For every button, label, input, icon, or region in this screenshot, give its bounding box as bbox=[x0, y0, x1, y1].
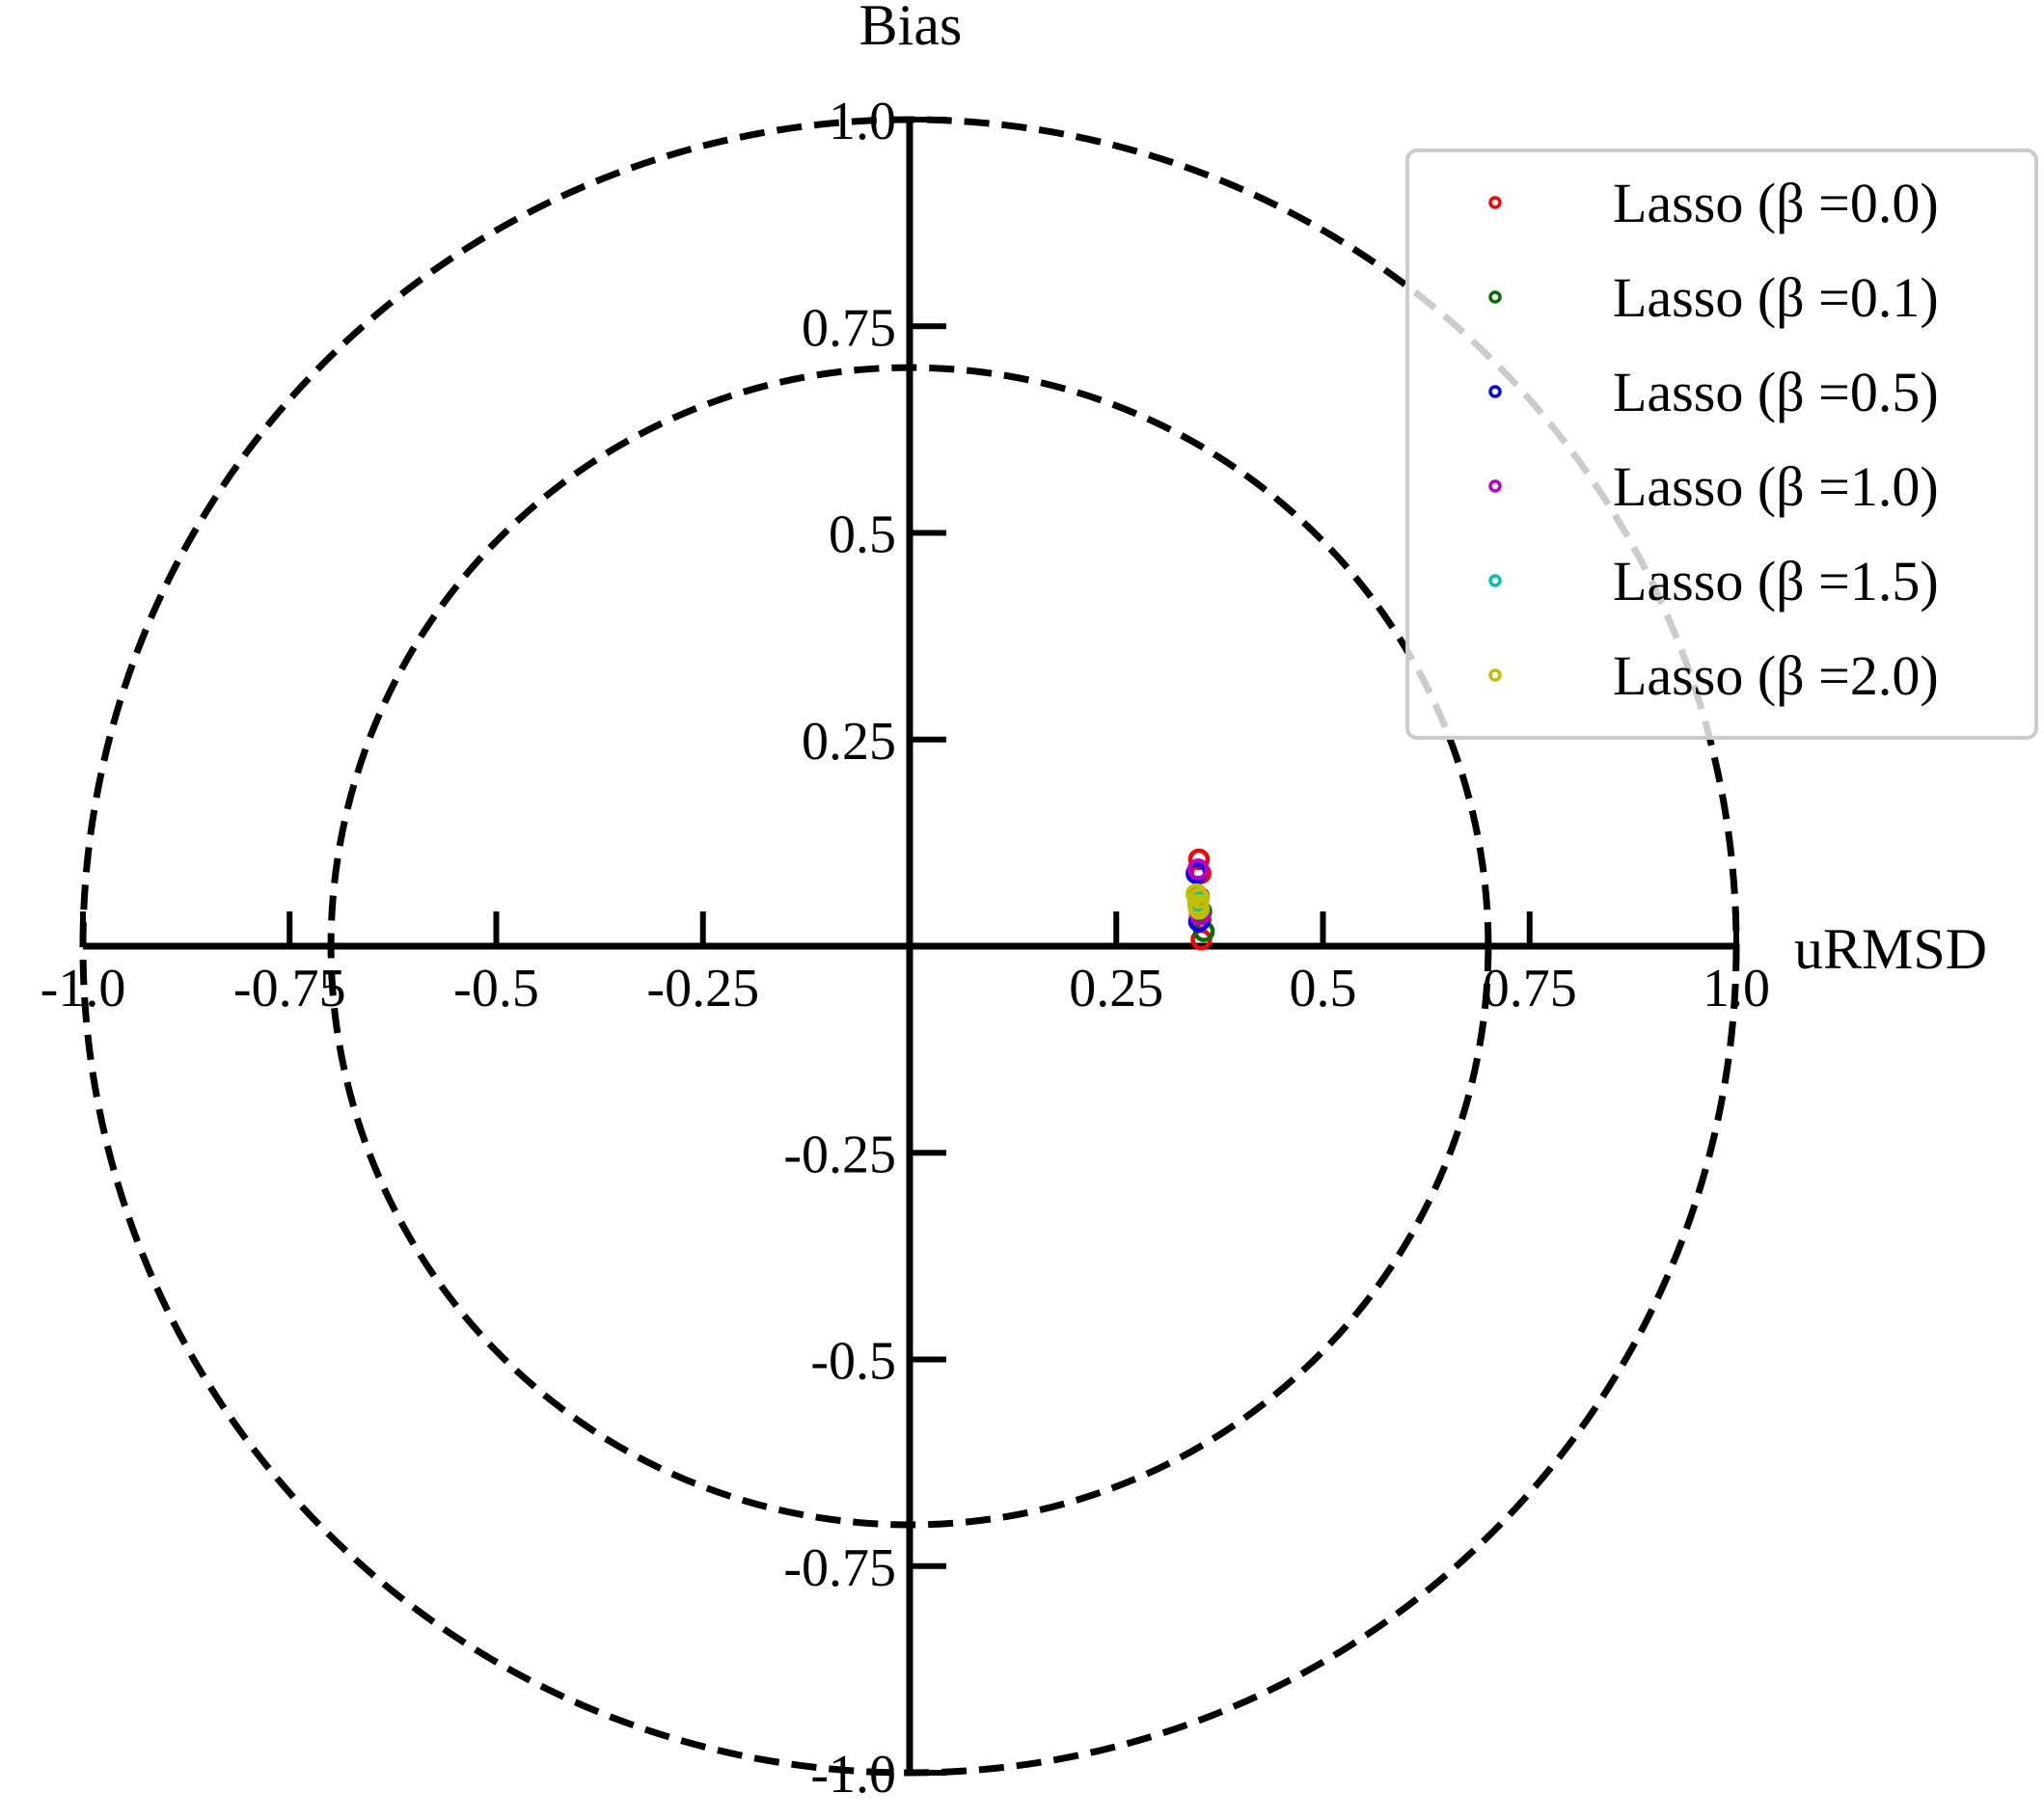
y-tick-label: 0.75 bbox=[802, 298, 896, 358]
x-tick-label: 1.0 bbox=[1703, 959, 1770, 1019]
legend-marker bbox=[1488, 385, 1502, 398]
legend-marker bbox=[1488, 479, 1502, 493]
legend: Lasso (β =0.0) Lasso (β =0.1) Lasso (β =0.… bbox=[1405, 149, 2038, 740]
y-tick-label: 0.5 bbox=[829, 505, 896, 565]
data-point bbox=[1187, 898, 1211, 920]
x-tick-label: 0.5 bbox=[1290, 959, 1357, 1019]
legend-label: Lasso (β =0.5) bbox=[1613, 361, 1939, 423]
x-axis-label: uRMSD bbox=[1794, 917, 1987, 981]
legend-label: Lasso (β =1.5) bbox=[1613, 550, 1939, 612]
x-tick-label: -0.25 bbox=[646, 959, 759, 1019]
x-tick-label: 0.75 bbox=[1483, 959, 1577, 1019]
x-tick-label: -1.0 bbox=[41, 959, 126, 1019]
legend-label: Lasso (β =1.0) bbox=[1613, 455, 1939, 518]
legend-marker bbox=[1488, 574, 1502, 587]
data-point bbox=[1187, 848, 1211, 871]
y-ticks: 1.0 0.75 0.5 0.25 -0.25 -0.5 -0.75 -1.0 bbox=[783, 92, 946, 1805]
y-tick-label: -0.25 bbox=[783, 1125, 896, 1184]
y-tick-label: 0.25 bbox=[802, 712, 896, 772]
y-tick-label: 1.0 bbox=[829, 92, 896, 151]
data-points bbox=[1186, 848, 1215, 951]
legend-marker bbox=[1488, 290, 1502, 304]
y-tick-label: -1.0 bbox=[810, 1745, 896, 1805]
x-tick-label: -0.75 bbox=[233, 959, 346, 1019]
x-tick-label: -0.5 bbox=[453, 959, 539, 1019]
legend-label: Lasso (β =2.0) bbox=[1613, 644, 1939, 707]
legend-marker bbox=[1488, 196, 1502, 209]
axes bbox=[83, 120, 1736, 1773]
x-tick-label: 0.25 bbox=[1069, 959, 1163, 1019]
legend-label: Lasso (β =0.1) bbox=[1613, 266, 1939, 329]
data-point bbox=[1186, 858, 1210, 881]
legend-label: Lasso (β =0.0) bbox=[1613, 172, 1939, 234]
y-tick-label: -0.75 bbox=[783, 1538, 896, 1598]
legend-frame bbox=[1405, 149, 2038, 740]
x-ticks: -1.0 -0.75 -0.5 -0.25 0.25 0.5 0.75 1.0 bbox=[41, 911, 1770, 1019]
y-axis-label: Bias bbox=[859, 0, 963, 57]
y-tick-label: -0.5 bbox=[810, 1332, 896, 1392]
legend-marker bbox=[1488, 668, 1502, 682]
